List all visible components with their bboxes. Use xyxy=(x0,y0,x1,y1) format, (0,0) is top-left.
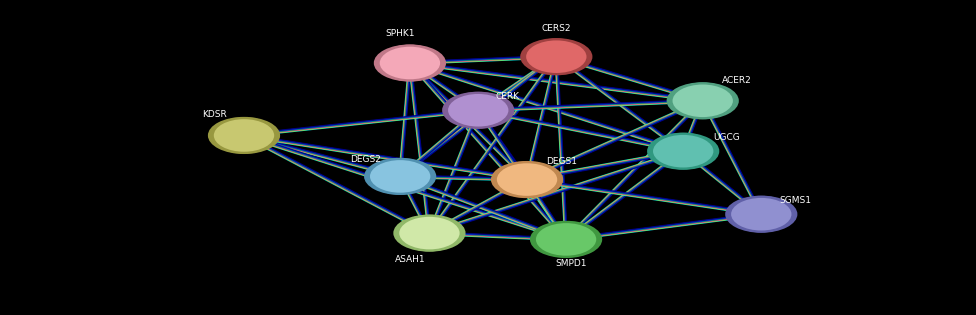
Ellipse shape xyxy=(535,222,597,257)
Ellipse shape xyxy=(374,44,446,82)
Ellipse shape xyxy=(730,197,793,232)
Ellipse shape xyxy=(667,82,739,119)
Text: CERK: CERK xyxy=(496,92,519,100)
Text: KDSR: KDSR xyxy=(202,110,227,118)
Ellipse shape xyxy=(520,38,592,75)
Ellipse shape xyxy=(379,46,441,80)
Text: ACER2: ACER2 xyxy=(722,76,752,85)
Ellipse shape xyxy=(393,215,466,252)
Text: DEGS1: DEGS1 xyxy=(546,157,577,166)
Ellipse shape xyxy=(652,134,714,169)
Ellipse shape xyxy=(398,216,461,250)
Ellipse shape xyxy=(525,39,588,74)
Ellipse shape xyxy=(213,118,275,153)
Ellipse shape xyxy=(208,117,280,154)
Ellipse shape xyxy=(496,162,558,197)
Ellipse shape xyxy=(530,221,602,258)
Ellipse shape xyxy=(442,92,514,129)
Ellipse shape xyxy=(647,133,719,170)
Ellipse shape xyxy=(671,83,734,118)
Ellipse shape xyxy=(364,158,436,195)
Ellipse shape xyxy=(491,161,563,198)
Text: SGMS1: SGMS1 xyxy=(780,196,811,204)
Text: CERS2: CERS2 xyxy=(542,24,571,33)
Text: DEGS2: DEGS2 xyxy=(350,155,382,163)
Ellipse shape xyxy=(447,93,509,128)
Ellipse shape xyxy=(369,159,431,194)
Text: SMPD1: SMPD1 xyxy=(555,259,587,268)
Text: SPHK1: SPHK1 xyxy=(386,29,415,37)
Text: ASAH1: ASAH1 xyxy=(394,255,426,264)
Text: UGCG: UGCG xyxy=(713,133,741,141)
Ellipse shape xyxy=(725,196,797,233)
